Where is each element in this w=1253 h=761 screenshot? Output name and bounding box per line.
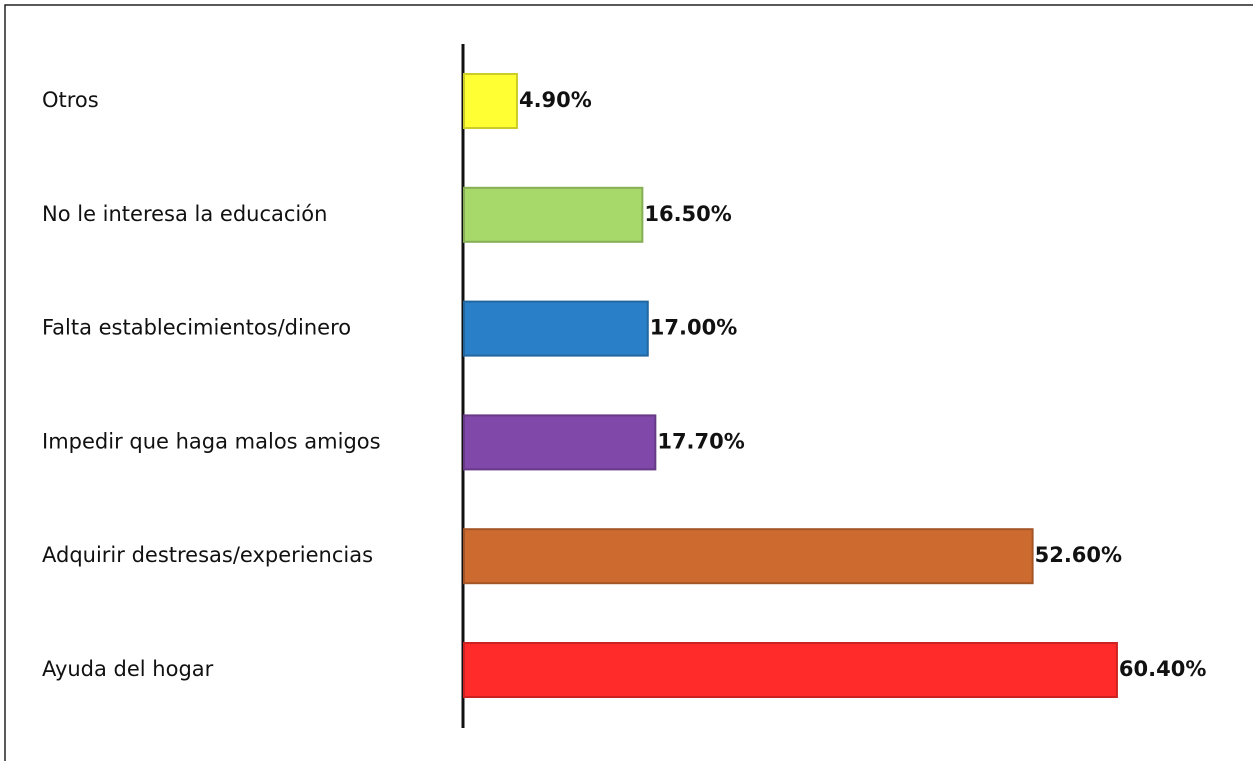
value-label: 52.60% [1035, 543, 1122, 567]
value-label: 17.00% [650, 316, 737, 340]
bar [463, 528, 1034, 585]
category-label: Adquirir destresas/experiencias [42, 543, 373, 567]
bar [463, 186, 644, 243]
category-label: No le interesa la educación [42, 202, 327, 226]
bar [463, 73, 518, 129]
bar [463, 642, 1118, 698]
category-label: Ayuda del hogar [42, 657, 214, 681]
bar [463, 300, 649, 357]
value-label: 17.70% [657, 429, 744, 453]
category-label: Falta establecimientos/dinero [42, 316, 351, 340]
category-label: Impedir que haga malos amigos [42, 429, 381, 453]
category-label: Otros [42, 88, 99, 112]
bar [463, 414, 657, 471]
frame [4, 4, 1253, 761]
value-label: 16.50% [644, 202, 731, 226]
value-label: 4.90% [519, 88, 592, 112]
value-label: 60.40% [1119, 657, 1206, 681]
